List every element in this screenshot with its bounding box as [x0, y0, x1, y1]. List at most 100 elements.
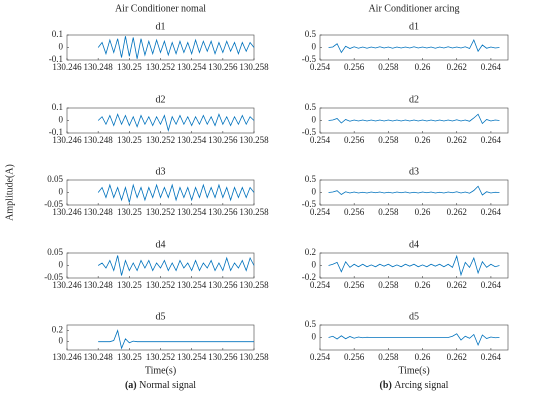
x-tick-label: 0.254 — [310, 352, 331, 362]
x-tick-label: 130.252 — [146, 280, 175, 290]
signal-line — [328, 254, 500, 277]
x-tick-label: 130.248 — [84, 352, 114, 362]
y-tick-label: 0 — [59, 187, 64, 197]
x-tick-label: 0.264 — [481, 280, 502, 290]
x-tick-label: 0.256 — [344, 352, 365, 362]
x-tick-label: 130.246 — [52, 62, 82, 72]
y-tick-label: 0 — [312, 115, 317, 125]
caption-label: (a) — [125, 380, 137, 391]
x-tick-label: 130.254 — [177, 135, 207, 145]
subplot-title: d3 — [409, 166, 419, 177]
column-title: Air Conditioner nomal — [115, 3, 206, 14]
x-tick-label: 0.26 — [415, 207, 431, 217]
x-tick-label: 130.252 — [146, 352, 175, 362]
x-tick-label: 130.258 — [239, 135, 269, 145]
x-tick-label: 130.25 — [117, 135, 142, 145]
x-tick-label: 130.25 — [117, 352, 142, 362]
x-tick-label: 0.258 — [378, 135, 399, 145]
axes-box — [66, 252, 255, 279]
x-tick-label: 0.264 — [481, 207, 502, 217]
axes-box — [66, 324, 255, 351]
y-tick-label: 0.1 — [52, 102, 63, 112]
x-tick-label: 130.258 — [239, 207, 269, 217]
x-tick-label: 130.248 — [84, 135, 114, 145]
y-tick-label: 0 — [59, 42, 64, 52]
signal-line — [97, 255, 255, 276]
x-tick-label: 0.258 — [378, 352, 399, 362]
x-tick-label: 0.262 — [447, 352, 467, 362]
y-tick-label: 0.2 — [52, 325, 63, 335]
x-tick-label: 130.252 — [146, 62, 175, 72]
y-tick-label: -0.5 — [302, 54, 317, 64]
signal-line — [97, 36, 255, 59]
x-tick-label: 130.252 — [146, 207, 175, 217]
signal-line — [328, 113, 500, 125]
x-tick-label: 130.25 — [117, 207, 142, 217]
y-tick-label: 0 — [59, 336, 64, 346]
signal-line — [97, 183, 255, 203]
x-tick-label: 130.256 — [208, 280, 238, 290]
x-tick-label: 130.254 — [177, 207, 207, 217]
signal-line — [328, 185, 500, 196]
axes-box — [319, 252, 509, 279]
signal-line — [328, 333, 500, 347]
subplot-title: d2 — [409, 94, 419, 105]
x-axis-label: Time(s) — [398, 365, 429, 376]
y-tick-label: 0.1 — [52, 29, 63, 39]
x-tick-label: 130.248 — [84, 62, 114, 72]
x-tick-label: 0.254 — [310, 135, 331, 145]
x-tick-label: 0.262 — [447, 207, 467, 217]
x-tick-label: 130.248 — [84, 207, 114, 217]
y-tick-label: 0 — [312, 332, 317, 342]
y-tick-label: 0.5 — [305, 174, 317, 184]
subplot-title: d2 — [156, 94, 166, 105]
x-tick-label: 130.256 — [208, 135, 238, 145]
x-tick-label: 0.256 — [344, 62, 365, 72]
x-tick-label: 130.246 — [52, 352, 82, 362]
x-tick-label: 0.26 — [415, 62, 431, 72]
x-tick-label: 130.254 — [177, 352, 207, 362]
x-tick-label: 130.248 — [84, 280, 114, 290]
caption-text: Normal signal — [139, 380, 196, 391]
x-axis-label: Time(s) — [145, 365, 176, 376]
y-tick-label: 0.5 — [305, 319, 317, 329]
y-tick-label: -0.5 — [302, 127, 317, 137]
x-tick-label: 0.264 — [481, 352, 502, 362]
x-tick-label: 130.246 — [52, 207, 82, 217]
x-tick-label: 0.256 — [344, 280, 365, 290]
caption-label: (b) — [380, 380, 392, 391]
x-tick-label: 130.258 — [239, 280, 269, 290]
y-axis-label: Amplitude(A) — [4, 164, 15, 221]
x-tick-label: 0.254 — [310, 207, 331, 217]
y-tick-label: 0.5 — [305, 29, 317, 39]
axes-box — [66, 34, 255, 61]
x-tick-label: 130.254 — [177, 280, 207, 290]
x-tick-label: 0.26 — [415, 280, 431, 290]
x-tick-label: 130.246 — [52, 280, 82, 290]
subplot-title: d5 — [409, 311, 419, 322]
x-tick-label: 0.26 — [415, 352, 431, 362]
x-tick-label: 130.25 — [117, 62, 142, 72]
y-tick-label: 0 — [59, 260, 64, 270]
x-tick-label: 0.262 — [447, 280, 467, 290]
subplot-title: d1 — [409, 21, 419, 32]
x-tick-label: 0.258 — [378, 280, 399, 290]
subplot-title: d5 — [156, 311, 166, 322]
y-tick-label: -0.05 — [44, 199, 63, 209]
x-tick-label: 130.256 — [208, 352, 238, 362]
x-tick-label: 130.25 — [117, 280, 142, 290]
axes-box — [66, 107, 255, 134]
x-tick-label: 0.254 — [310, 62, 331, 72]
caption: (a) Normal signal — [125, 380, 196, 391]
y-tick-label: 0 — [312, 42, 317, 52]
column-title: Air Conditioner arcing — [368, 3, 459, 14]
caption: (b) Arcing signal — [380, 380, 449, 391]
x-tick-label: 0.26 — [415, 135, 431, 145]
x-tick-label: 0.256 — [344, 135, 365, 145]
y-tick-label: -0.1 — [49, 54, 63, 64]
x-tick-label: 0.258 — [378, 62, 399, 72]
x-tick-label: 130.252 — [146, 135, 175, 145]
x-tick-label: 0.262 — [447, 62, 467, 72]
y-tick-label: 0.05 — [47, 174, 63, 184]
